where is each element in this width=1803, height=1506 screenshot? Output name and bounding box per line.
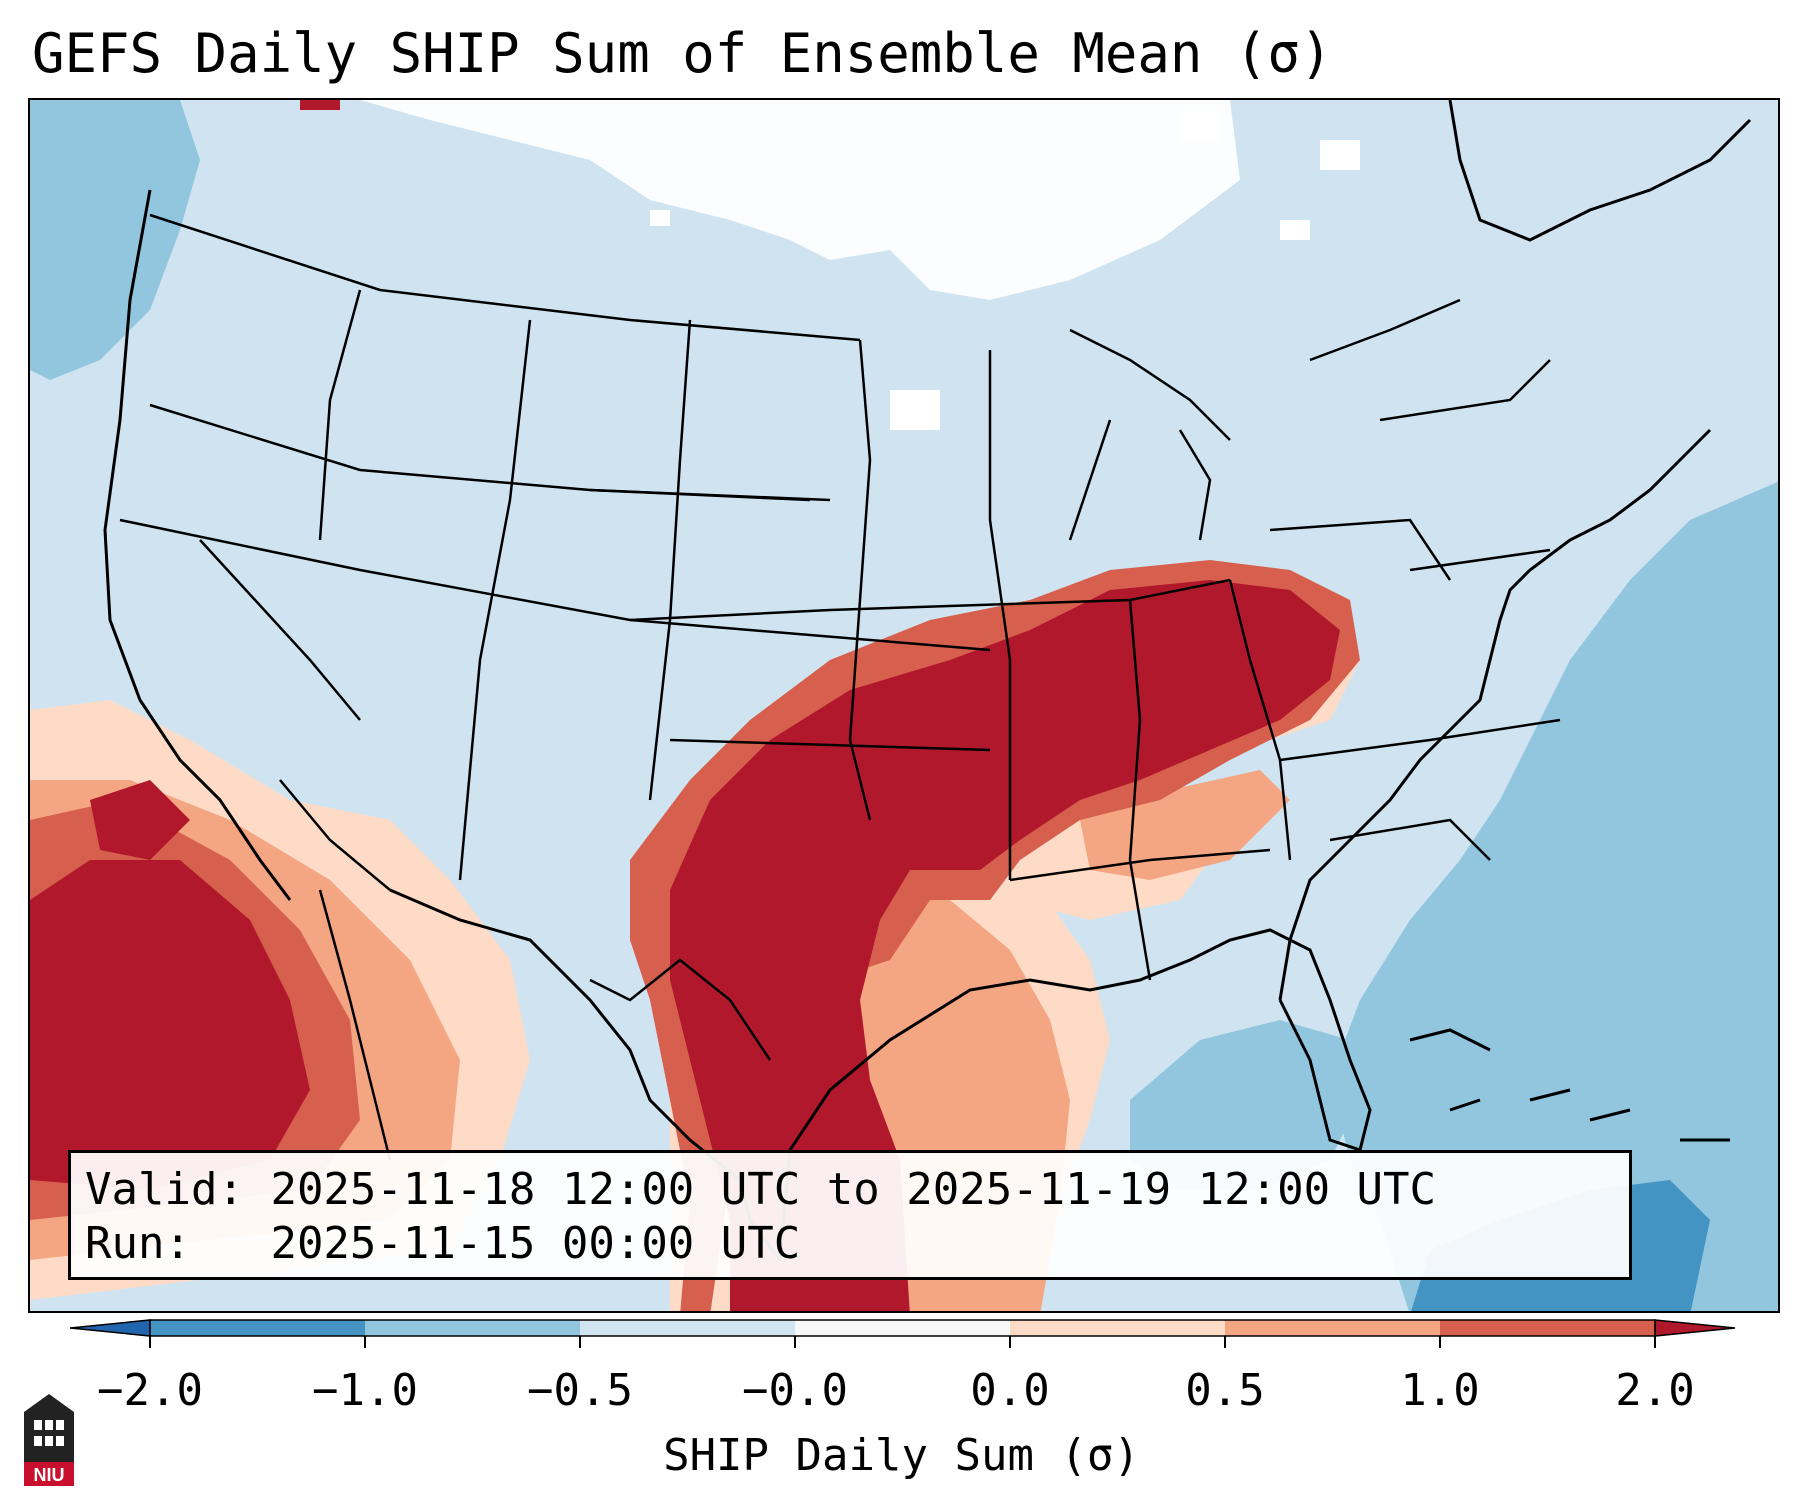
logo-text: NIU [34, 1465, 65, 1485]
map-canvas [30, 100, 1778, 1311]
very-strong-positive-region-central [670, 580, 1340, 1311]
niu-logo-icon: NIU [24, 1394, 74, 1486]
negative-region-pacific-nw [30, 100, 200, 380]
valid-run-info-box: Valid: 2025-11-18 12:00 UTC to 2025-11-1… [68, 1150, 1632, 1280]
colorbar-tick-label: 2.0 [1615, 1365, 1695, 1416]
run-value: 2025-11-15 00:00 UTC [270, 1218, 801, 1269]
colorbar-seg-7 [1440, 1320, 1655, 1336]
valid-value: 2025-11-18 12:00 UTC to 2025-11-19 12:00… [270, 1164, 1437, 1215]
negative-region-atlantic [1130, 481, 1778, 1311]
map-title: GEFS Daily SHIP Sum of Ensemble Mean (σ) [32, 22, 1333, 85]
colorbar-extend-high [1654, 1319, 1736, 1337]
top-red-blip [300, 100, 340, 110]
run-label: Run: [85, 1218, 191, 1269]
colorbar-label: SHIP Daily Sum (σ) [663, 1430, 1140, 1481]
map-frame [28, 98, 1780, 1313]
near-zero-region [360, 100, 1360, 430]
colorbar-seg-2 [365, 1320, 580, 1336]
caribbean-islands [1409, 1028, 1730, 1142]
colorbar-tick-label: 1.0 [1400, 1365, 1480, 1416]
colorbar-tick-label: −2.0 [97, 1365, 203, 1416]
colorbar-extend-low [70, 1319, 151, 1337]
colorbar-tick-label: 0.5 [1185, 1365, 1265, 1416]
colorbar-tick-label: −0.0 [742, 1365, 848, 1416]
valid-label: Valid: [85, 1164, 244, 1215]
colorbar-outline [149, 1319, 1656, 1337]
colorbar-seg-1 [150, 1320, 365, 1336]
colorbar-seg-4 [795, 1320, 1010, 1336]
colorbar-tick-label: −1.0 [312, 1365, 418, 1416]
colorbar-tick-label: 0.0 [970, 1365, 1050, 1416]
colorbar-seg-6 [1225, 1320, 1440, 1336]
colorbar-seg-3 [580, 1320, 795, 1336]
colorbar [70, 1319, 1736, 1348]
colorbar-seg-5 [1010, 1320, 1225, 1336]
colorbar-tick-label: −0.5 [527, 1365, 633, 1416]
very-strong-positive-region-mexico [30, 780, 310, 1190]
colorbar-ticks [149, 1336, 1656, 1348]
state-boundaries [119, 213, 1561, 1161]
